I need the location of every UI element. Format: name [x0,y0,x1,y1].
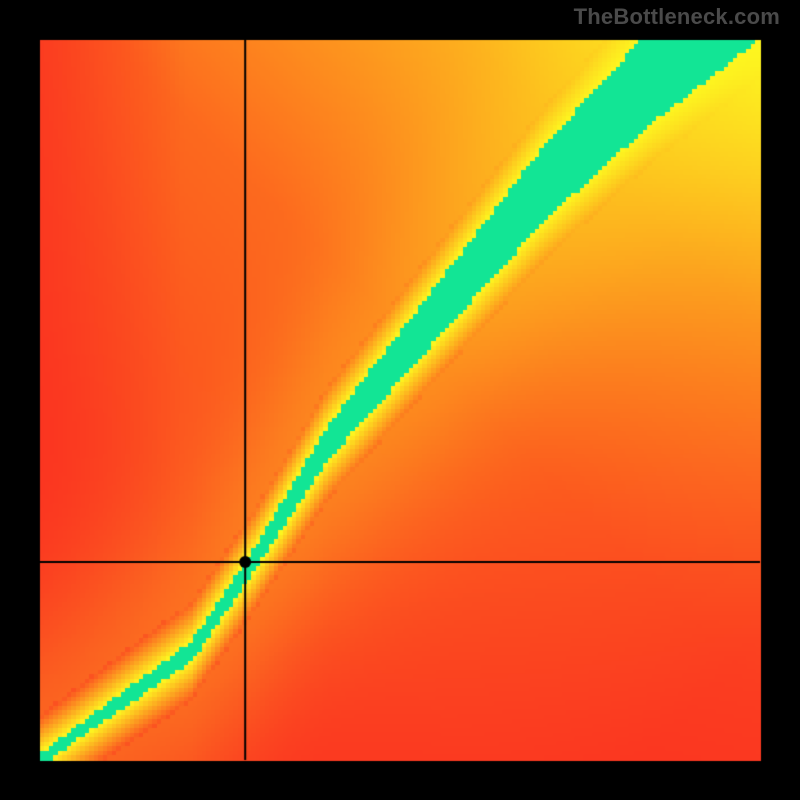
bottleneck-heatmap [0,0,800,800]
chart-frame: TheBottleneck.com [0,0,800,800]
watermark-label: TheBottleneck.com [574,4,780,30]
